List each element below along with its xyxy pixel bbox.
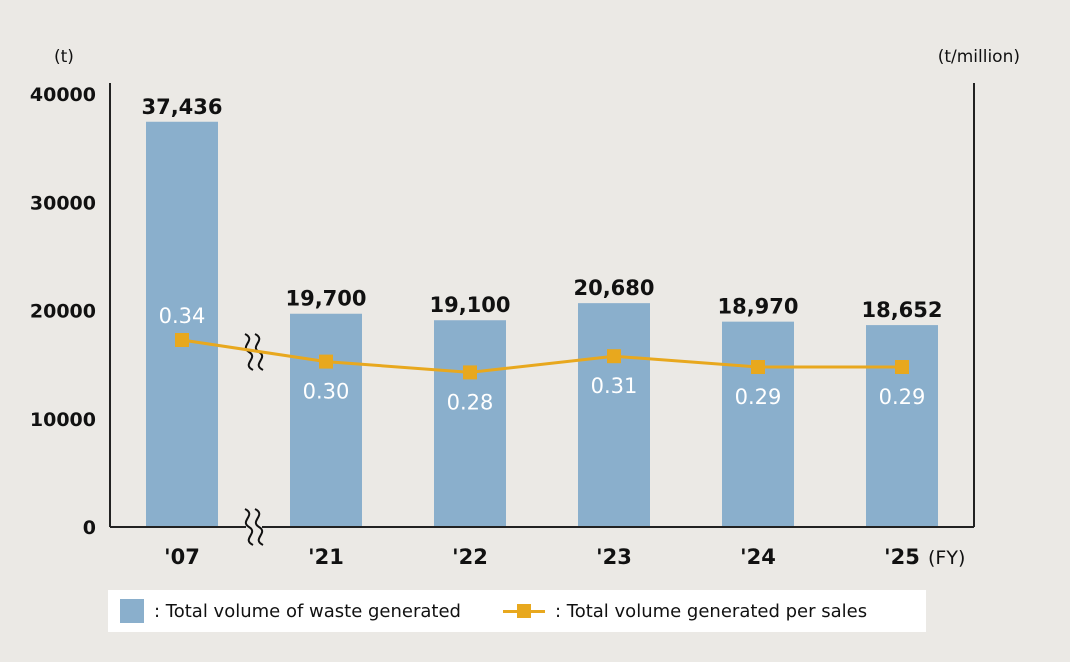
x-tick-2: '22 (452, 545, 488, 569)
bar-value-label-0: 37,436 (141, 95, 222, 119)
legend-item-line: : Total volume generated per sales (461, 599, 867, 623)
line-marker-2 (463, 365, 477, 380)
line-series (175, 333, 909, 380)
bar-3 (578, 303, 650, 527)
bars (146, 121, 938, 527)
bar-1 (290, 313, 362, 527)
break-axis-wave-b (254, 508, 264, 546)
break-axis-wave-a (244, 508, 254, 546)
line-marker-0 (175, 333, 189, 347)
bar-value-label-4: 18,970 (717, 295, 798, 319)
x-tick-3: '23 (596, 545, 632, 569)
legend-bar-label: : Total volume of waste generated (154, 600, 461, 622)
y-tick-0: 0 (83, 517, 96, 539)
line-marker-1 (319, 354, 333, 369)
line-value-label-1: 0.30 (303, 380, 350, 404)
fy-suffix: (FY) (928, 547, 965, 569)
bar-2 (434, 320, 506, 527)
legend: : Total volume of waste generated : Tota… (108, 590, 926, 632)
bar-value-label-5: 18,652 (861, 298, 942, 322)
line-value-label-5: 0.29 (879, 385, 926, 409)
axis-breaks (244, 333, 264, 546)
legend-item-bar: : Total volume of waste generated (108, 599, 461, 623)
bar-value-label-2: 19,100 (429, 293, 510, 317)
line-marker-4 (751, 360, 765, 374)
line-marker-5 (895, 360, 909, 374)
data-labels: 37,436 19,700 19,100 20,680 18,970 18,652 0.34… (141, 95, 942, 415)
legend-line-label: : Total volume generated per sales (554, 600, 868, 622)
line-value-label-3: 0.31 (591, 374, 638, 398)
line-path (181, 338, 902, 374)
right-axis-unit: (t/million) (938, 47, 1020, 67)
x-tick-1: '21 (308, 545, 344, 569)
bar-0 (146, 121, 218, 527)
line-marker-3 (607, 349, 621, 364)
category-labels: '07 '21 '22 '23 '24 '25 (164, 545, 920, 569)
line-value-label-0: 0.34 (159, 304, 206, 328)
bar-4 (722, 321, 794, 527)
legend-line-marker (502, 599, 545, 623)
bar-5 (866, 325, 938, 527)
left-axis-unit: (t) (54, 47, 74, 67)
y-tick-1: 10000 (30, 409, 96, 431)
axes (109, 83, 975, 528)
x-tick-4: '24 (740, 545, 776, 569)
break-line-wave-a (244, 333, 254, 371)
y-tick-4: 40000 (30, 84, 96, 106)
line-value-label-2: 0.28 (447, 390, 494, 414)
x-tick-0: '07 (164, 545, 200, 569)
legend-bar-swatch (120, 599, 144, 623)
y-tick-2: 20000 (30, 301, 96, 323)
x-tick-5: '25 (884, 545, 920, 569)
line-value-label-4: 0.29 (735, 385, 782, 409)
bar-value-label-1: 19,700 (285, 287, 366, 311)
bar-value-label-3: 20,680 (573, 276, 654, 300)
y-tick-3: 30000 (30, 192, 96, 214)
left-axis-ticks: 0 10000 20000 30000 40000 (30, 84, 96, 539)
waste-chart: (t) (t/million) 0 10000 20000 30000 40000 37… (30, 47, 1020, 569)
